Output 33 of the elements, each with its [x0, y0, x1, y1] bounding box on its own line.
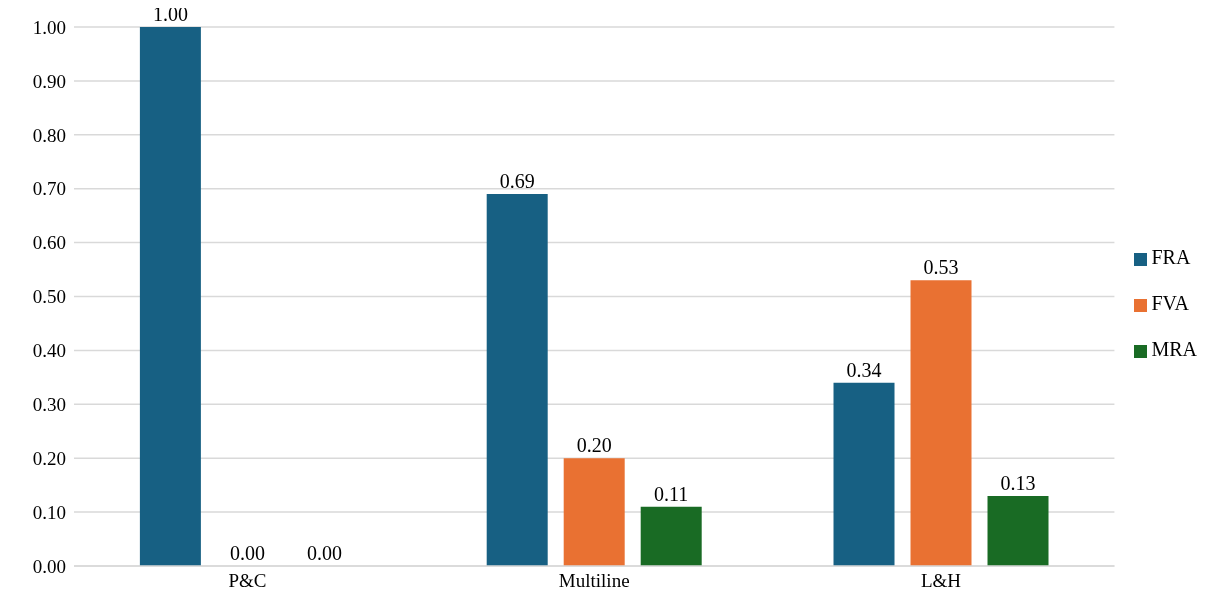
data-label: 1.00 [152, 3, 188, 25]
data-label: 0.34 [846, 358, 882, 381]
data-label: 0.53 [923, 256, 959, 279]
y-tick-label: 1.00 [32, 16, 66, 38]
bar [910, 280, 972, 566]
data-label: 0.00 [306, 541, 342, 564]
bar [139, 27, 201, 566]
x-tick-label: L&H [920, 570, 962, 592]
data-label: 0.69 [499, 170, 535, 193]
y-tick-label: 0.90 [32, 70, 66, 92]
y-tick-label: 0.40 [32, 340, 66, 362]
y-tick-label: 0.70 [32, 178, 66, 200]
y-tick-label: 0.60 [32, 232, 66, 254]
y-tick-label: 0.10 [32, 501, 66, 523]
legend-label: FRA [1151, 246, 1191, 268]
bar [486, 194, 548, 566]
legend-label: FVA [1151, 292, 1189, 314]
y-tick-label: 0.80 [32, 124, 66, 146]
bar [563, 458, 625, 566]
y-tick-label: 0.00 [32, 555, 66, 577]
y-tick-label: 0.50 [32, 286, 66, 308]
x-tick-label: Multiline [558, 570, 630, 592]
y-tick-label: 0.20 [32, 447, 66, 469]
y-tick-label: 0.30 [32, 394, 66, 416]
data-label: 0.13 [1000, 471, 1036, 494]
bar [640, 506, 702, 566]
data-label: 0.11 [654, 482, 689, 505]
data-label: 0.20 [576, 434, 612, 457]
data-label: 0.00 [229, 541, 265, 564]
legend-label: MRA [1151, 338, 1197, 360]
bar [833, 382, 895, 566]
bar [987, 495, 1049, 566]
x-tick-label: P&C [228, 570, 267, 592]
